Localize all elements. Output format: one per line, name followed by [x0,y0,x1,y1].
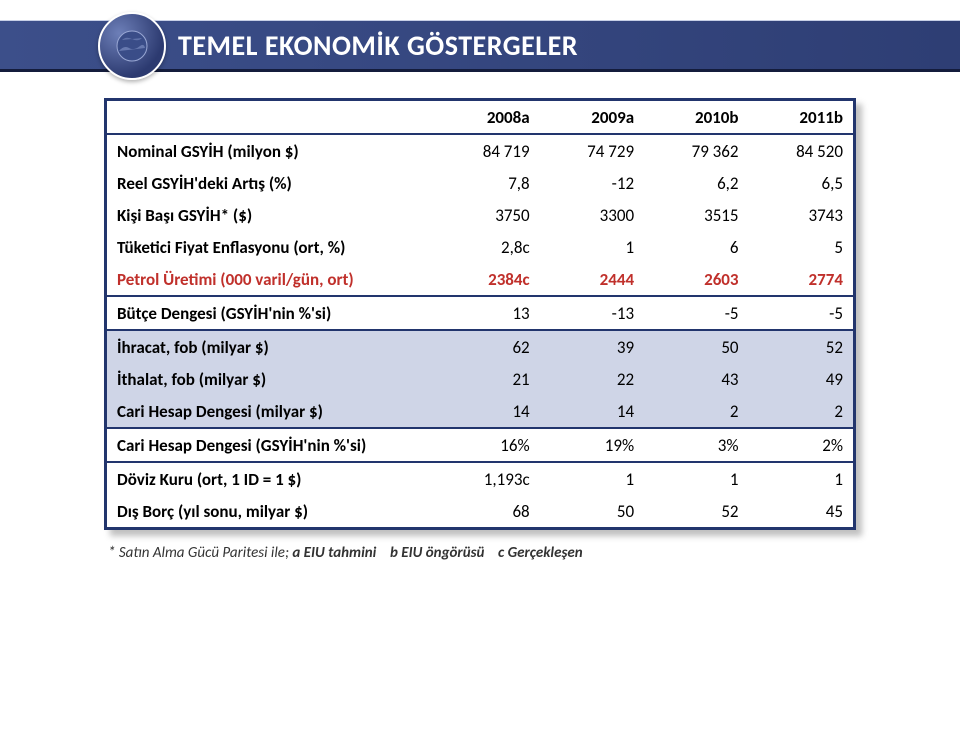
col-2009a: 2009a [540,101,644,134]
cell-value: 79 362 [644,134,748,167]
cell-value: 19% [540,428,644,462]
footnote-c: c Gerçekleşen [498,544,583,562]
cell-value: 1 [644,462,748,495]
row-label: Reel GSYİH'deki Artış (%) [107,167,435,199]
cell-value: -12 [540,167,644,199]
cell-value: 3750 [435,199,539,231]
table-row: Reel GSYİH'deki Artış (%)7,8-126,26,5 [107,167,853,199]
col-2010b: 2010b [644,101,748,134]
table-row: İhracat, fob (milyar $)62395052 [107,330,853,363]
cell-value: -5 [749,296,853,330]
cell-value: 52 [644,495,748,527]
cell-value: 1,193c [435,462,539,495]
cell-value: -13 [540,296,644,330]
cell-value: 2 [644,395,748,428]
row-label: İhracat, fob (milyar $) [107,330,435,363]
cell-value: 2 [749,395,853,428]
col-2011b: 2011b [749,101,853,134]
cell-value: 21 [435,363,539,395]
header-bar: TEMEL EKONOMİK GÖSTERGELER [0,20,960,72]
cell-value: 50 [540,495,644,527]
cell-value: 14 [435,395,539,428]
cell-value: 50 [644,330,748,363]
cell-value: 6 [644,231,748,263]
cell-value: 3300 [540,199,644,231]
cell-value: 1 [540,462,644,495]
col-label-blank [107,101,435,134]
cell-value: 3% [644,428,748,462]
cell-value: 84 520 [749,134,853,167]
cell-value: 2% [749,428,853,462]
row-label: Kişi Başı GSYİH* ($) [107,199,435,231]
cell-value: 6,2 [644,167,748,199]
table-header-row: 2008a 2009a 2010b 2011b [107,101,853,134]
cell-value: 22 [540,363,644,395]
footnote: * Satın Alma Gücü Paritesi ile; a EIU ta… [108,544,960,562]
cell-value: 43 [644,363,748,395]
cell-value: 14 [540,395,644,428]
indicators-table-wrap: 2008a 2009a 2010b 2011b Nominal GSYİH (m… [104,98,856,530]
cell-value: 3743 [749,199,853,231]
footnote-star: * Satın Alma Gücü Paritesi ile; [108,544,289,562]
table-row: İthalat, fob (milyar $)21224349 [107,363,853,395]
cell-value: 16% [435,428,539,462]
cell-value: 39 [540,330,644,363]
row-label: Nominal GSYİH (milyon $) [107,134,435,167]
cell-value: 2384c [435,263,539,296]
cell-value: 2444 [540,263,644,296]
table-row: Bütçe Dengesi (GSYİH'nin %'si)13-13-5-5 [107,296,853,330]
globe-icon [114,28,150,64]
table-row: Petrol Üretimi (000 varil/gün, ort)2384c… [107,263,853,296]
cell-value: 84 719 [435,134,539,167]
indicators-table: 2008a 2009a 2010b 2011b Nominal GSYİH (m… [107,101,853,527]
cell-value: -5 [644,296,748,330]
row-label: Dış Borç (yıl sonu, milyar $) [107,495,435,527]
cell-value: 52 [749,330,853,363]
cell-value: 74 729 [540,134,644,167]
row-label: İthalat, fob (milyar $) [107,363,435,395]
cell-value: 7,8 [435,167,539,199]
table-row: Dış Borç (yıl sonu, milyar $)68505245 [107,495,853,527]
cell-value: 2774 [749,263,853,296]
col-2008a: 2008a [435,101,539,134]
cell-value: 45 [749,495,853,527]
cell-value: 68 [435,495,539,527]
cell-value: 1 [540,231,644,263]
cell-value: 6,5 [749,167,853,199]
table-row: Kişi Başı GSYİH* ($)3750330035153743 [107,199,853,231]
row-label: Cari Hesap Dengesi (milyar $) [107,395,435,428]
page-title: TEMEL EKONOMİK GÖSTERGELER [178,28,578,63]
cell-value: 5 [749,231,853,263]
table-row: Nominal GSYİH (milyon $)84 71974 72979 3… [107,134,853,167]
table-row: Tüketici Fiyat Enflasyonu (ort, %)2,8c16… [107,231,853,263]
cell-value: 2603 [644,263,748,296]
table-row: Cari Hesap Dengesi (milyar $)141422 [107,395,853,428]
cell-value: 3515 [644,199,748,231]
row-label: Cari Hesap Dengesi (GSYİH'nin %'si) [107,428,435,462]
cell-value: 49 [749,363,853,395]
cell-value: 13 [435,296,539,330]
row-label: Tüketici Fiyat Enflasyonu (ort, %) [107,231,435,263]
footnote-a: a EIU tahmini [292,544,376,562]
cell-value: 62 [435,330,539,363]
cell-value: 2,8c [435,231,539,263]
globe-badge-icon [98,12,166,80]
footnote-b: b EIU öngörüsü [390,544,484,562]
table-row: Döviz Kuru (ort, 1 ID = 1 $)1,193c111 [107,462,853,495]
cell-value: 1 [749,462,853,495]
row-label: Bütçe Dengesi (GSYİH'nin %'si) [107,296,435,330]
row-label: Döviz Kuru (ort, 1 ID = 1 $) [107,462,435,495]
row-label: Petrol Üretimi (000 varil/gün, ort) [107,263,435,296]
table-row: Cari Hesap Dengesi (GSYİH'nin %'si)16%19… [107,428,853,462]
